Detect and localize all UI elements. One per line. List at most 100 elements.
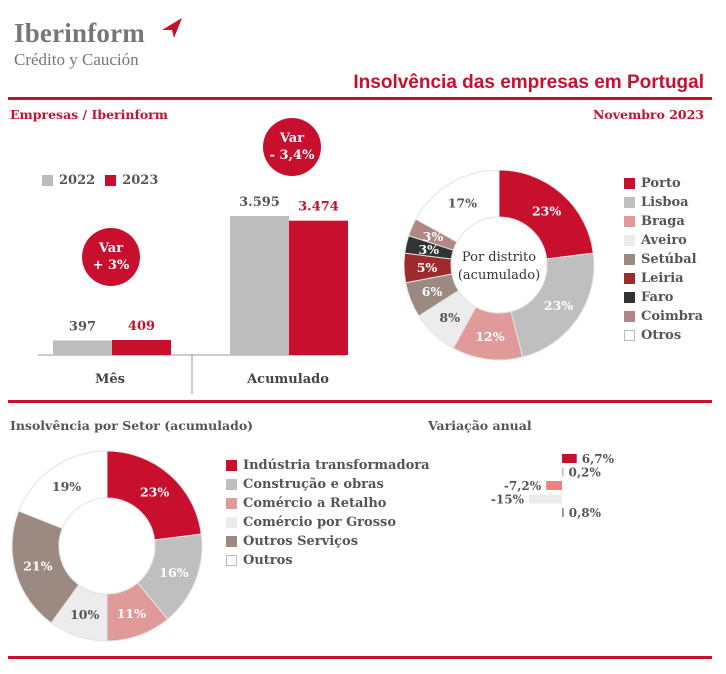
legend-swatch [624,178,635,189]
variation-bar [546,481,562,490]
legend-label-2023: 2023 [122,173,159,188]
legend-swatch [226,536,237,547]
legend-swatch [226,517,237,528]
donut-slice-label: 23% [140,484,169,499]
district-donut-center-line1: Por distrito [462,250,536,265]
bar-category-label: Acumulado [246,372,329,387]
legend-label: Otros [641,328,682,343]
legend-label: Indústria transformadora [243,458,430,473]
legend-item: Otros [624,326,703,345]
legend-swatch [624,235,635,246]
section-label-date: Novembro 2023 [592,107,704,122]
district-legend: Porto Lisboa Braga Aveiro Setúbal Leiria Faro C… [624,174,703,345]
legend-item: Leiria [624,269,703,288]
variation-bubble-accumulated: Var - 3,4% [263,118,321,176]
legend-swatch [624,292,635,303]
bar-value-label: 409 [128,319,155,334]
donut-slice-label: 3% [418,242,439,257]
variation-bubble-accumulated-title: Var [279,131,305,146]
legend-swatch [226,498,237,509]
legend-label: Aveiro [641,233,687,248]
donut-slice-label: 19% [52,479,81,494]
donut-slice-label: 23% [532,203,561,218]
donut-slice-label: 16% [159,565,188,580]
variation-value-label: -7,2% [504,479,542,493]
variation-bubble-month: Var + 3% [82,228,140,286]
legend-label: Braga [641,214,685,229]
variation-value-label: -15% [491,493,525,507]
district-donut-chart: 23% 23% 12% 8% 6% 5% 3%3% 17% Por distrito (acu… [403,169,595,361]
legend-label: Comércio a Retalho [243,496,387,511]
legend-swatch [226,555,237,566]
legend-item: Porto [624,174,703,193]
divider-bottom [8,656,712,659]
legend-label: Faro [641,290,674,305]
bar-2023-month [112,340,171,355]
bar-2022-month [53,340,112,355]
bar-value-label: 3.474 [298,200,339,215]
legend-swatch-2022 [42,175,53,186]
variation-bubble-month-value: + 3% [92,258,130,273]
legend-item: Outros [226,551,430,570]
legend-item: Lisboa [624,193,703,212]
donut-slice [18,450,108,529]
donut-slice-label: 23% [544,298,573,313]
legend-item: Construção e obras [226,475,430,494]
legend-swatch [624,197,635,208]
variation-value-label: 6,7% [582,452,615,466]
brand-subtitle: Crédito y Caución [14,50,139,69]
bar-2022-accumulated [230,216,289,355]
brand-arrow-icon [162,18,182,38]
legend-swatch [624,216,635,227]
donut-slice [11,510,80,624]
district-donut-center-line2: (acumulado) [458,268,540,283]
divider-middle [8,400,712,403]
report-title: Insolvência das empresas em Portugal [353,72,704,93]
donut-slice-label: 12% [475,329,504,344]
legend-swatch [226,479,237,490]
legend-swatch [624,273,635,284]
donut-slice-label: 5% [417,260,438,275]
legend-label-2022: 2022 [59,173,96,188]
bar-value-label: 3.595 [239,195,280,210]
bar-chart: 397 409 Mês 3.595 3.474 Acumulado [38,195,348,394]
legend-label: Outros [243,553,293,568]
donut-slice-label: 8% [439,310,460,325]
donut-slice-label: 11% [117,606,146,621]
divider-top [8,97,712,100]
legend-swatch-2023 [105,175,117,186]
legend-label: Construção e obras [243,477,384,492]
variation-bar [529,494,562,504]
bar-legend: 2022 2023 [42,171,158,190]
bar-2023-accumulated [289,220,348,355]
donut-slice-label: 17% [448,196,477,211]
legend-item: Faro [624,288,703,307]
legend-swatch [624,311,635,322]
variation-bar [562,467,564,477]
donut-slice-label: 3% [423,229,444,244]
brand-name: Iberinform [14,18,145,48]
legend-item: Coimbra [624,307,703,326]
sector-legend: Indústria transformadora Construção e obr… [226,456,430,570]
donut-slice-label: 6% [422,284,443,299]
legend-label: Outros Serviços [243,534,359,549]
sector-donut-chart: 23% 16% 11% 10% 21% 19% [11,450,203,642]
legend-swatch [624,330,635,341]
legend-item: Setúbal [624,250,703,269]
variation-bar [562,454,577,463]
legend-label: Lisboa [641,195,689,210]
donut-slice [415,169,500,243]
donut-slice-label: 10% [70,607,99,622]
legend-item: Comércio a Retalho [226,494,430,513]
legend-swatch [624,254,635,265]
legend-item: Aveiro [624,231,703,250]
legend-item: Indústria transformadora [226,456,430,475]
variation-value-label: 0,8% [569,506,602,520]
bar-category-label: Mês [95,372,125,387]
sector-section-label: Insolvência por Setor (acumulado) [10,418,254,433]
legend-label: Leiria [641,271,684,286]
legend-label: Porto [641,176,681,191]
annual-variation-label: Variação anual [428,418,532,433]
legend-swatch [226,460,237,471]
legend-label: Comércio por Grosso [243,515,397,530]
